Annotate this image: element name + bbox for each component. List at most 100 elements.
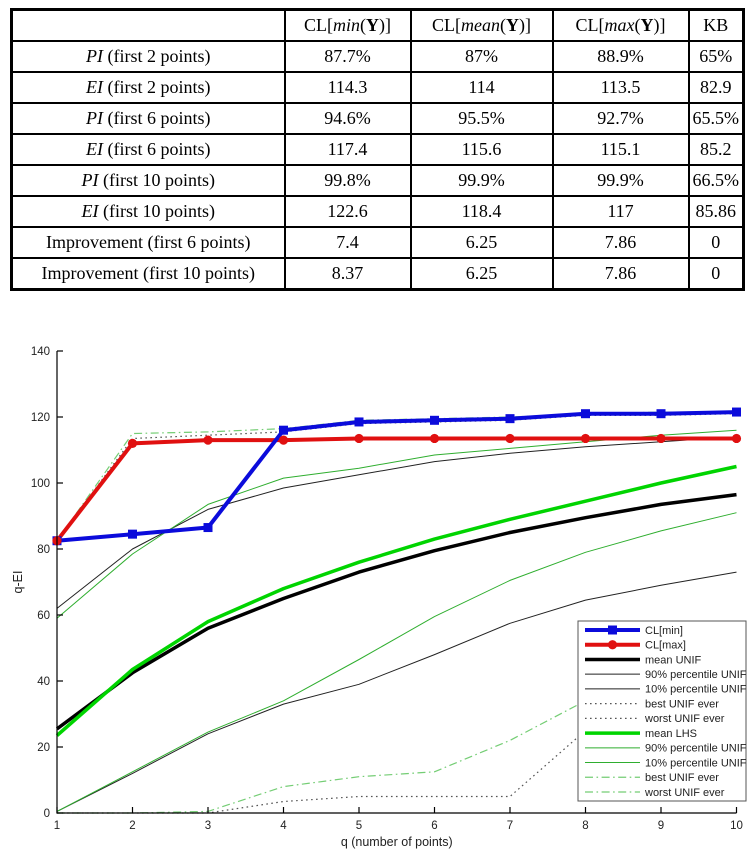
clmax-circle-marker — [354, 433, 364, 444]
x-tick-label: 9 — [658, 820, 664, 832]
value-cell: 8.37 — [283, 257, 412, 291]
legend-entry: best UNIF ever — [585, 772, 719, 784]
x-tick-label: 10 — [730, 820, 743, 832]
value-cell: 114.3 — [283, 71, 412, 104]
row-label-em: PI — [81, 170, 99, 190]
row-label: EI (first 2 points) — [10, 71, 286, 104]
legend-label: mean UNIF — [645, 654, 702, 666]
table-row: Improvement (first 6 points) 7.4 6.25 7.86 0 — [10, 226, 745, 259]
header-cell: CL[mean(Y)] — [409, 8, 554, 42]
value-cell: 92.7% — [551, 102, 690, 135]
legend-label: 90% percentile UNIF — [645, 743, 747, 755]
clmin-square-marker — [354, 417, 364, 427]
x-tick-label: 4 — [280, 820, 287, 832]
value-cell: 85.2 — [687, 133, 745, 166]
table-row: EI (first 6 points) 117.4 115.6 115.1 85.2 — [10, 133, 745, 166]
legend-label: mean LHS — [645, 728, 697, 740]
clmin-square-marker — [732, 407, 741, 417]
clmin-square-marker — [203, 523, 213, 533]
y-tick-label: 0 — [44, 808, 50, 820]
x-axis-label: q (number of points) — [341, 835, 453, 849]
y-tick-label: 40 — [37, 676, 50, 688]
table-row: PI (first 6 points) 94.6% 95.5% 92.7% 65.5% — [10, 102, 745, 135]
value-cell: 82.9 — [687, 71, 745, 104]
table-row: Improvement (first 10 points) 8.37 6.25 7.8… — [10, 257, 745, 291]
x-tick-label: 6 — [431, 820, 437, 832]
row-label-em: EI — [86, 139, 103, 159]
clmin-square-marker — [656, 409, 666, 419]
table-header-row: CL[min(Y)] CL[mean(Y)] CL[max(Y)] KB — [10, 8, 745, 42]
row-label: PI (first 6 points) — [10, 102, 286, 135]
value-cell: 0 — [687, 226, 745, 259]
clmin-square-marker — [128, 529, 137, 539]
series-line-2-mean-unif — [55, 492, 737, 731]
legend-entry: 10% percentile UNIF — [585, 757, 747, 769]
x-tick-label: 7 — [507, 820, 513, 832]
value-cell: 87.7% — [283, 40, 412, 73]
table-row: PI (first 10 points) 99.8% 99.9% 99.9% 66.5% — [10, 164, 745, 197]
value-cell: 6.25 — [409, 257, 554, 291]
x-tick-label: 2 — [129, 820, 135, 832]
value-cell: 99.9% — [409, 164, 554, 197]
value-cell: 6.25 — [409, 226, 554, 259]
legend-label: best UNIF ever — [645, 772, 719, 784]
series-line-3-90-percentile-unif — [56, 436, 737, 609]
results-table: CL[min(Y)] CL[mean(Y)] CL[max(Y)] KB PI (fir… — [10, 8, 745, 291]
y-tick-label: 120 — [31, 412, 50, 424]
value-cell: 117.4 — [283, 133, 412, 166]
legend-entry: CL[max] — [585, 640, 686, 652]
row-label: Improvement (first 10 points) — [10, 257, 286, 291]
row-label-text: (first 10 points) — [98, 201, 215, 221]
clmax-circle-marker — [203, 435, 213, 445]
table-row: PI (first 2 points) 87.7% 87% 88.9% 65% — [10, 40, 745, 73]
results-table-body: CL[min(Y)] CL[mean(Y)] CL[max(Y)] KB PI (fir… — [10, 8, 745, 291]
y-tick-label: 80 — [37, 544, 50, 556]
legend-box — [577, 620, 747, 802]
value-cell: 7.4 — [283, 226, 412, 259]
legend-label: 10% percentile UNIF — [645, 757, 747, 769]
legend-square-marker — [608, 625, 617, 635]
value-cell: 99.8% — [283, 164, 412, 197]
y-tick-label: 60 — [37, 610, 50, 622]
x-tick-label: 5 — [356, 820, 362, 832]
series-line-0-cl-min- — [56, 410, 737, 543]
value-cell: 115.1 — [551, 133, 690, 166]
row-label-em: EI — [81, 201, 99, 221]
table-row: EI (first 2 points) 114.3 114 113.5 82.9 — [10, 71, 745, 104]
row-label: EI (first 6 points) — [10, 133, 286, 166]
value-cell: 94.6% — [283, 102, 412, 135]
legend-entry: mean LHS — [585, 728, 697, 740]
x-tick-label: 1 — [54, 820, 60, 832]
clmax-circle-marker — [127, 438, 138, 448]
legend-label: 10% percentile UNIF — [645, 684, 747, 696]
clmax-circle-marker — [731, 433, 742, 444]
row-label-text: (first 10 points) — [98, 170, 215, 190]
value-cell: 65% — [687, 40, 745, 73]
header-cell: CL[max(Y)] — [551, 8, 690, 42]
legend-label: best UNIF ever — [645, 698, 719, 710]
header-cell: KB — [687, 8, 745, 42]
legend-label: worst UNIF ever — [644, 787, 725, 799]
row-label-em: EI — [86, 77, 103, 97]
row-label-text: Improvement (first 10 points) — [41, 263, 255, 283]
row-label: PI (first 2 points) — [10, 40, 286, 73]
clmin-square-marker — [505, 414, 515, 424]
clmax-circle-marker — [505, 433, 515, 444]
row-label-em: PI — [86, 46, 103, 66]
row-label-text: (first 2 points) — [103, 77, 211, 97]
legend-entry: 90% percentile UNIF — [585, 743, 747, 755]
x-tick-label: 3 — [205, 820, 211, 832]
clmax-circle-marker — [278, 435, 289, 445]
series-line-1-cl-max- — [55, 436, 737, 543]
legend-entry: 10% percentile UNIF — [585, 684, 747, 696]
clmax-circle-marker — [580, 433, 591, 444]
row-label-text: (first 2 points) — [103, 46, 211, 66]
x-tick-label: 8 — [582, 820, 588, 832]
table-row: EI (first 10 points) 122.6 118.4 117 85.86 — [10, 195, 745, 228]
value-cell: 88.9% — [551, 40, 690, 73]
value-cell: 99.9% — [551, 164, 690, 197]
legend-entry: worst UNIF ever — [585, 713, 725, 725]
value-cell: 87% — [409, 40, 554, 73]
